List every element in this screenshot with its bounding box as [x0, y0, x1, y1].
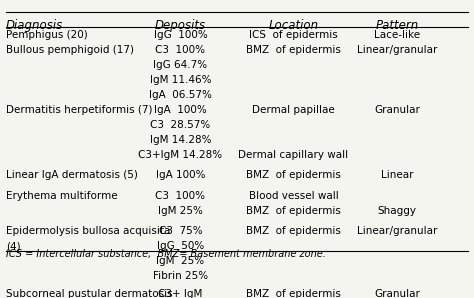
Text: C3  100%: C3 100% [155, 191, 205, 201]
Text: Shaggy: Shaggy [378, 206, 417, 216]
Text: Linear/granular: Linear/granular [357, 45, 438, 55]
Text: Granular: Granular [374, 289, 420, 298]
Text: IgG 64.7%: IgG 64.7% [154, 60, 208, 70]
Text: BMZ  of epidermis: BMZ of epidermis [246, 206, 341, 216]
Text: Deposits: Deposits [155, 19, 206, 32]
Text: Linear/granular: Linear/granular [357, 226, 438, 236]
Text: IgM 11.46%: IgM 11.46% [150, 75, 211, 85]
Text: IgA  100%: IgA 100% [154, 105, 207, 115]
Text: BMZ  of epidermis: BMZ of epidermis [246, 45, 341, 55]
Text: C3+IgM 14.28%: C3+IgM 14.28% [138, 150, 222, 160]
Text: IgA  06.57%: IgA 06.57% [149, 90, 212, 100]
Text: IgG  100%: IgG 100% [154, 30, 207, 40]
Text: IgM 25%: IgM 25% [158, 206, 203, 216]
Text: Dermatitis herpetiformis (7): Dermatitis herpetiformis (7) [6, 105, 153, 115]
Text: Linear IgA dermatosis (5): Linear IgA dermatosis (5) [6, 170, 138, 180]
Text: Fibrin 25%: Fibrin 25% [153, 271, 208, 281]
Text: Diagnosis: Diagnosis [6, 19, 64, 32]
Text: C3+ IgM: C3+ IgM [158, 289, 203, 298]
Text: BMZ  of epidermis: BMZ of epidermis [246, 289, 341, 298]
Text: ICS  of epidermis: ICS of epidermis [249, 30, 338, 40]
Text: Pemphigus (20): Pemphigus (20) [6, 30, 88, 40]
Text: IgM  25%: IgM 25% [156, 256, 204, 266]
Text: (4): (4) [6, 241, 21, 251]
Text: BMZ  of epidermis: BMZ of epidermis [246, 170, 341, 180]
Text: Dermal papillae: Dermal papillae [252, 105, 335, 115]
Text: Pattern: Pattern [375, 19, 419, 32]
Text: BMZ  of epidermis: BMZ of epidermis [246, 226, 341, 236]
Text: Epidermolysis bullosa acquisita: Epidermolysis bullosa acquisita [6, 226, 171, 236]
Text: Erythema multiforme: Erythema multiforme [6, 191, 118, 201]
Text: C3  100%: C3 100% [155, 45, 205, 55]
Text: Dermal capillary wall: Dermal capillary wall [238, 150, 348, 160]
Text: C3  28.57%: C3 28.57% [150, 120, 210, 130]
Text: Bullous pemphigoid (17): Bullous pemphigoid (17) [6, 45, 134, 55]
Text: Granular: Granular [374, 105, 420, 115]
Text: IgG  50%: IgG 50% [157, 241, 204, 251]
Text: IgM 14.28%: IgM 14.28% [150, 135, 211, 145]
Text: Lace-like: Lace-like [374, 30, 420, 40]
Text: ICS = Intercellular substance,  BMZ= Basement membrane zone.: ICS = Intercellular substance, BMZ= Base… [6, 249, 326, 259]
Text: IgA 100%: IgA 100% [155, 170, 205, 180]
Text: Location: Location [268, 19, 319, 32]
Text: C3  75%: C3 75% [159, 226, 202, 236]
Text: Blood vessel wall: Blood vessel wall [249, 191, 338, 201]
Text: Subcorneal pustular dermatosis: Subcorneal pustular dermatosis [6, 289, 173, 298]
Text: Linear: Linear [381, 170, 413, 180]
